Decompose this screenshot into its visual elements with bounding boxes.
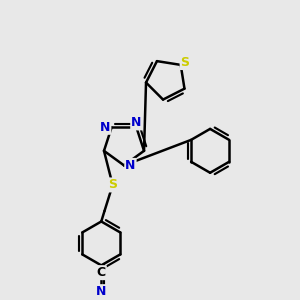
Text: N: N bbox=[131, 116, 142, 129]
Text: N: N bbox=[125, 159, 136, 172]
Text: S: S bbox=[181, 56, 190, 69]
Text: N: N bbox=[96, 285, 106, 298]
Text: S: S bbox=[108, 178, 117, 191]
Text: C: C bbox=[97, 266, 106, 279]
Text: N: N bbox=[100, 121, 110, 134]
